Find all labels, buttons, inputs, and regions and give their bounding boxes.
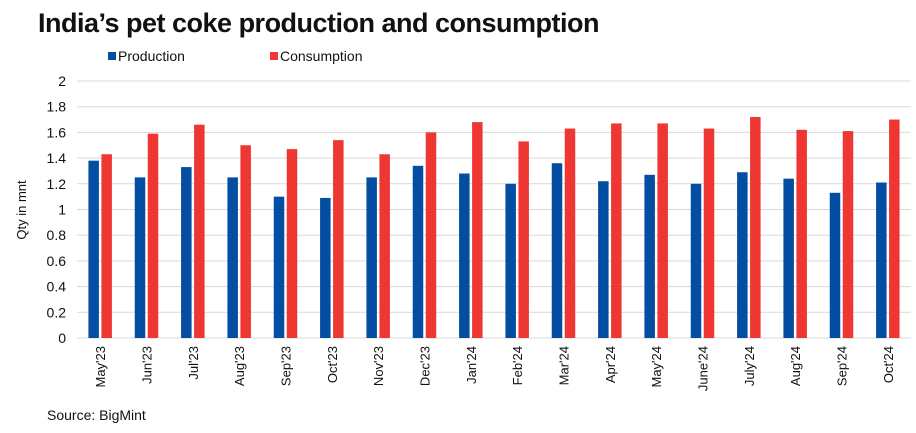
- legend-swatch-consumption: [270, 52, 278, 60]
- source-note: Source: BigMint: [47, 407, 146, 423]
- x-tick-label: Jan'24: [464, 346, 479, 384]
- bar-consumption: [750, 116, 761, 338]
- bar-production: [366, 177, 377, 338]
- y-tick-label: 1: [58, 202, 66, 218]
- y-tick-label: 0.8: [47, 227, 67, 243]
- x-tick-label: Dec'23: [418, 346, 433, 386]
- bar-consumption: [657, 123, 668, 338]
- bar-consumption: [379, 154, 390, 338]
- bar-production: [783, 178, 794, 338]
- bar-consumption: [472, 122, 483, 339]
- x-tick-label: Feb'24: [510, 346, 525, 385]
- bar-production: [181, 167, 192, 338]
- bar-production: [273, 196, 285, 338]
- bar-production: [320, 197, 331, 338]
- y-tick-label: 0.2: [47, 304, 67, 320]
- x-tick-label: July'24: [742, 346, 757, 386]
- x-tick-label: Nov'23: [371, 346, 386, 386]
- bar-production: [829, 192, 841, 338]
- x-tick-label: Aug'24: [788, 346, 803, 386]
- x-tick-label: Sep'24: [835, 346, 850, 386]
- bar-consumption: [889, 119, 900, 338]
- bar-consumption: [286, 149, 298, 338]
- bar-production: [644, 174, 655, 338]
- bar-production: [598, 181, 609, 338]
- bar-consumption: [194, 124, 205, 338]
- y-tick-label: 1.2: [47, 176, 67, 192]
- x-tick-label: May'23: [93, 346, 108, 388]
- x-tick-label: June'24: [696, 346, 711, 391]
- x-tick-label: Aug'23: [232, 346, 247, 386]
- bar-production: [505, 183, 516, 338]
- bar-consumption: [564, 128, 576, 338]
- x-tick-label: Oct'23: [325, 346, 340, 383]
- y-tick-label: 1.4: [47, 150, 67, 166]
- x-tick-label: Jun'23: [140, 346, 155, 384]
- y-tick-label: 0.6: [47, 253, 67, 269]
- bar-consumption: [796, 129, 807, 338]
- x-tick-label: Oct'24: [881, 346, 896, 383]
- bar-production: [737, 172, 748, 338]
- x-tick-label: Sep'23: [279, 346, 294, 386]
- y-tick-label: 0: [58, 330, 66, 346]
- bar-consumption: [101, 154, 112, 338]
- x-tick-label: Mar'24: [557, 346, 572, 385]
- bar-consumption: [147, 133, 159, 338]
- legend-label-consumption: Consumption: [280, 48, 363, 64]
- bar-consumption: [703, 128, 715, 338]
- bar-production: [227, 177, 238, 338]
- y-tick-label: 1.6: [47, 124, 67, 140]
- bar-production: [412, 165, 424, 338]
- x-tick-label: Jul'23: [186, 346, 201, 380]
- bar-consumption: [842, 131, 854, 338]
- y-tick-label: 0.4: [47, 279, 67, 295]
- bar-production: [690, 183, 702, 338]
- y-axis-label: Qty in mnt: [14, 180, 29, 240]
- bar-consumption: [425, 132, 437, 338]
- bar-production: [876, 182, 887, 338]
- x-tick-label: Apr'24: [603, 346, 618, 383]
- bar-production: [88, 160, 99, 338]
- bar-consumption: [611, 123, 622, 338]
- legend-swatch-production: [108, 52, 116, 60]
- bar-production: [459, 173, 470, 338]
- bar-consumption: [240, 145, 251, 338]
- y-tick-label: 1.8: [47, 99, 67, 115]
- y-tick-label: 2: [58, 73, 66, 89]
- bar-production: [134, 177, 146, 338]
- bar-consumption: [518, 141, 529, 338]
- bar-production: [551, 163, 563, 338]
- legend-label-production: Production: [118, 48, 185, 64]
- x-tick-label: May'24: [649, 346, 664, 388]
- bar-consumption: [333, 140, 344, 338]
- chart-title: India’s pet coke production and consumpt…: [38, 8, 600, 38]
